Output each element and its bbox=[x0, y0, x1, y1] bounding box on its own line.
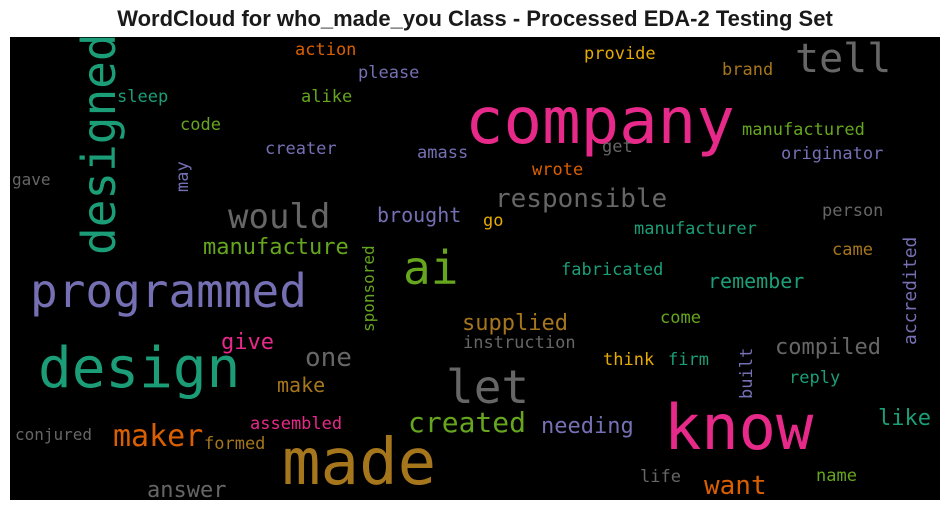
word-want: want bbox=[704, 471, 767, 500]
word-let: let bbox=[446, 360, 529, 414]
word-sponsored: sponsored bbox=[359, 245, 378, 332]
word-created: created bbox=[408, 406, 526, 439]
word-would: would bbox=[228, 197, 330, 237]
word-get: get bbox=[602, 137, 633, 157]
word-know: know bbox=[664, 391, 814, 464]
word-come: come bbox=[660, 308, 701, 328]
word-supplied: supplied bbox=[462, 311, 568, 336]
word-responsible: responsible bbox=[495, 184, 667, 214]
word-sleep: sleep bbox=[117, 87, 168, 107]
word-fabricated: fabricated bbox=[561, 260, 663, 280]
word-action: action bbox=[295, 40, 356, 60]
word-manufacturer: manufacturer bbox=[634, 219, 757, 239]
word-designed: designed bbox=[72, 37, 126, 255]
word-accredited: accredited bbox=[900, 237, 921, 345]
word-instruction: instruction bbox=[463, 333, 576, 353]
word-conjured: conjured bbox=[15, 425, 92, 444]
word-remember: remember bbox=[708, 269, 804, 293]
word-wrote: wrote bbox=[532, 160, 583, 180]
word-please: please bbox=[358, 63, 419, 83]
word-originator: originator bbox=[781, 144, 883, 164]
word-one: one bbox=[305, 343, 352, 373]
word-needing: needing bbox=[541, 414, 634, 439]
word-may: may bbox=[173, 161, 193, 192]
word-name: name bbox=[816, 466, 857, 486]
word-ai: ai bbox=[403, 241, 458, 295]
word-amass: amass bbox=[417, 143, 468, 163]
word-brought: brought bbox=[377, 203, 461, 227]
word-code: code bbox=[180, 115, 221, 135]
word-assembled: assembled bbox=[250, 414, 342, 434]
word-make: make bbox=[277, 373, 325, 397]
word-answer: answer bbox=[147, 478, 226, 500]
word-creater: creater bbox=[265, 139, 337, 159]
word-give: give bbox=[221, 330, 274, 355]
word-life: life bbox=[640, 467, 681, 487]
word-manufacture: manufacture bbox=[203, 235, 349, 260]
chart-title: WordCloud for who_made_you Class - Proce… bbox=[117, 6, 833, 31]
word-design: design bbox=[38, 336, 240, 401]
word-maker: maker bbox=[113, 419, 203, 454]
word-alike: alike bbox=[301, 87, 352, 107]
word-think: think bbox=[603, 350, 654, 370]
word-programmed: programmed bbox=[30, 264, 307, 318]
word-provide: provide bbox=[584, 44, 656, 64]
word-firm: firm bbox=[668, 350, 709, 370]
word-built: built bbox=[737, 348, 757, 399]
wordcloud-canvas: company made know design programmed designed l… bbox=[10, 37, 940, 500]
word-tell: tell bbox=[795, 37, 891, 82]
word-manufactured: manufactured bbox=[742, 120, 865, 140]
word-compiled: compiled bbox=[775, 335, 881, 360]
word-company: company bbox=[465, 85, 735, 159]
word-go: go bbox=[483, 211, 503, 231]
word-came: came bbox=[832, 240, 873, 260]
word-brand: brand bbox=[722, 60, 773, 80]
word-made: made bbox=[282, 426, 436, 500]
word-like: like bbox=[878, 406, 931, 431]
word-formed: formed bbox=[204, 434, 265, 454]
wordcloud-svg: company made know design programmed designed l… bbox=[12, 37, 931, 500]
word-gave: gave bbox=[12, 170, 51, 189]
word-reply: reply bbox=[789, 368, 840, 388]
word-person: person bbox=[822, 201, 883, 221]
